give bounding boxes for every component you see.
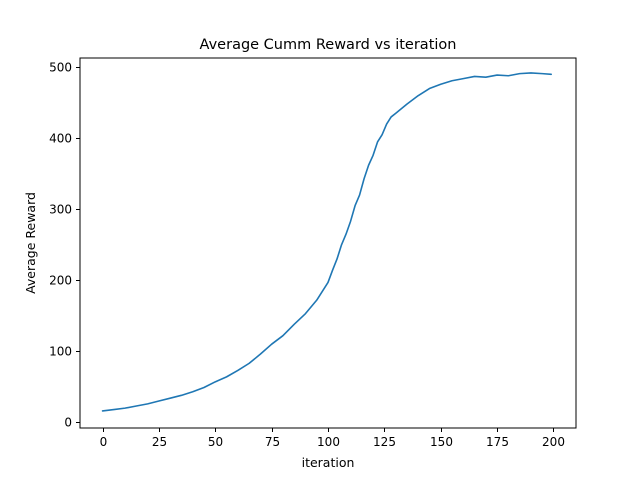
x-axis-label: iteration xyxy=(302,455,355,470)
x-tick-label: 0 xyxy=(100,435,108,449)
x-tick-label: 50 xyxy=(208,435,223,449)
y-tick-label: 100 xyxy=(49,345,72,359)
x-tick-label: 100 xyxy=(317,435,340,449)
y-axis: 0 100 200 300 400 500 xyxy=(49,61,80,430)
x-tick-label: 150 xyxy=(430,435,453,449)
y-tick-label: 400 xyxy=(49,132,72,146)
x-tick-label: 75 xyxy=(265,435,280,449)
x-tick-label: 175 xyxy=(486,435,509,449)
y-tick-label: 200 xyxy=(49,274,72,288)
chart-title: Average Cumm Reward vs iteration xyxy=(200,37,457,53)
series-line xyxy=(101,72,552,412)
x-tick-label: 125 xyxy=(373,435,396,449)
y-tick-label: 500 xyxy=(49,61,72,75)
x-tick-label: 200 xyxy=(542,435,565,449)
y-tick-label: 0 xyxy=(64,416,72,430)
y-axis-label: Average Reward xyxy=(23,192,38,294)
y-tick-label: 300 xyxy=(49,203,72,217)
x-axis: 0 25 50 75 100 125 150 175 200 xyxy=(100,428,565,449)
x-tick-label: 25 xyxy=(152,435,167,449)
